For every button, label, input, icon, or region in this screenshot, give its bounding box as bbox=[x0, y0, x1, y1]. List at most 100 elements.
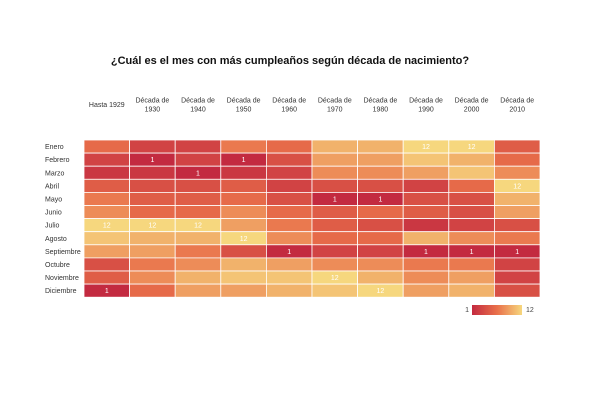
heatmap-cell bbox=[129, 231, 176, 246]
cell-value-label: 12 bbox=[513, 183, 521, 190]
heatmap-cell bbox=[493, 152, 541, 167]
cell-value-label: 1 bbox=[196, 170, 200, 177]
heatmap-cell bbox=[83, 165, 130, 180]
heatmap-cell bbox=[311, 218, 358, 233]
heatmap-cell bbox=[174, 139, 222, 154]
column-label: Década de bbox=[227, 98, 261, 105]
heatmap-cell bbox=[220, 218, 267, 233]
heatmap-cell bbox=[311, 152, 358, 167]
heatmap-cell bbox=[402, 191, 450, 206]
heatmap-cell bbox=[402, 152, 450, 167]
heatmap-cell bbox=[311, 283, 358, 298]
heatmap-cell bbox=[448, 152, 495, 167]
heatmap-cell bbox=[402, 218, 450, 233]
cell-value-label: 1 bbox=[424, 249, 428, 256]
column-labels: Hasta 1929 Década de 1930 Década de 1940 Déca… bbox=[89, 98, 534, 114]
cell-value-label: 1 bbox=[515, 249, 519, 256]
heatmap-cell bbox=[220, 270, 267, 285]
heatmap-cell bbox=[357, 218, 404, 233]
heatmap-cell bbox=[402, 257, 450, 272]
heatmap-cell bbox=[129, 257, 176, 272]
heatmap-cell bbox=[265, 257, 313, 272]
heatmap-cell bbox=[493, 191, 541, 206]
heatmap-cell bbox=[448, 191, 495, 206]
heatmap-cell bbox=[402, 231, 450, 246]
heatmap-cell bbox=[265, 270, 313, 285]
heatmap-cell bbox=[448, 165, 495, 180]
heatmap-cell bbox=[448, 231, 495, 246]
chart-title: ¿Cuál es el mes con más cumpleaños según… bbox=[111, 55, 470, 67]
heatmap-cell bbox=[220, 283, 267, 298]
column-label: Década de bbox=[500, 98, 534, 105]
heatmap-cell bbox=[129, 244, 176, 259]
heatmap-cell bbox=[357, 231, 404, 246]
heatmap-cell bbox=[265, 283, 313, 298]
heatmap-cell bbox=[83, 231, 130, 246]
cell-value-label: 12 bbox=[103, 223, 111, 230]
column-label: 1930 bbox=[145, 107, 161, 114]
cell-value-label: 1 bbox=[287, 249, 291, 256]
heatmap-cell bbox=[311, 178, 358, 193]
column-label: Década de bbox=[135, 98, 169, 105]
row-label: Diciembre bbox=[45, 288, 77, 295]
heatmap-cell bbox=[357, 244, 404, 259]
heatmap-cell bbox=[493, 205, 541, 220]
column-label: Década de bbox=[181, 98, 215, 105]
heatmap-cell bbox=[357, 205, 404, 220]
heatmap-cell bbox=[83, 191, 130, 206]
heatmap-cell bbox=[448, 270, 495, 285]
heatmap-cell bbox=[448, 218, 495, 233]
cell-value-label: 1 bbox=[470, 249, 474, 256]
column-label: 1940 bbox=[190, 107, 206, 114]
heatmap-cell bbox=[311, 257, 358, 272]
heatmap-cell bbox=[402, 165, 450, 180]
row-label: Mayo bbox=[45, 196, 62, 203]
heatmap-cell bbox=[174, 178, 222, 193]
row-label: Marzo bbox=[45, 170, 65, 177]
heatmap-cell bbox=[83, 139, 130, 154]
heatmap-cell bbox=[357, 139, 404, 154]
heatmap-cell bbox=[174, 244, 222, 259]
color-legend: 1 12 bbox=[465, 305, 534, 315]
column-label: 1970 bbox=[327, 107, 343, 114]
heatmap-cell bbox=[448, 205, 495, 220]
row-label: Febrero bbox=[45, 157, 70, 164]
heatmap-cell bbox=[402, 270, 450, 285]
row-label: Enero bbox=[45, 144, 64, 151]
row-label: Noviembre bbox=[45, 275, 79, 282]
column-label: Década de bbox=[363, 98, 397, 105]
heatmap-cell bbox=[83, 205, 130, 220]
heatmap-cell bbox=[311, 139, 358, 154]
heatmap-cell bbox=[174, 283, 222, 298]
heatmap-cell bbox=[129, 191, 176, 206]
heatmap-cell bbox=[83, 178, 130, 193]
heatmap-cell bbox=[265, 165, 313, 180]
heatmap-cell bbox=[220, 191, 267, 206]
cell-value-label: 1 bbox=[105, 288, 109, 295]
column-label: Década de bbox=[455, 98, 489, 105]
heatmap-cell bbox=[265, 152, 313, 167]
heatmap-cell bbox=[311, 205, 358, 220]
cell-value-label: 1 bbox=[333, 196, 337, 203]
heatmap-cell bbox=[220, 257, 267, 272]
column-label: 1980 bbox=[373, 107, 389, 114]
heatmap-cell bbox=[311, 244, 358, 259]
row-labels: Enero Febrero Marzo Abril Mayo Junio Julio Agos… bbox=[45, 144, 81, 295]
heatmap-cell bbox=[402, 283, 450, 298]
row-label: Octubre bbox=[45, 262, 70, 269]
legend-gradient-bar bbox=[472, 305, 522, 315]
heatmap-cell bbox=[357, 257, 404, 272]
heatmap-cell bbox=[311, 165, 358, 180]
heatmap-cell bbox=[174, 191, 222, 206]
heatmap-cell bbox=[265, 218, 313, 233]
heatmap-cell bbox=[493, 165, 541, 180]
row-label: Julio bbox=[45, 223, 60, 230]
heatmap-cell bbox=[220, 139, 267, 154]
cell-value-label: 1 bbox=[378, 196, 382, 203]
heatmap-cell bbox=[129, 165, 176, 180]
heatmap-cell bbox=[174, 231, 222, 246]
heatmap-cell bbox=[265, 139, 313, 154]
row-label: Septiembre bbox=[45, 249, 81, 256]
column-label: Década de bbox=[409, 98, 443, 105]
